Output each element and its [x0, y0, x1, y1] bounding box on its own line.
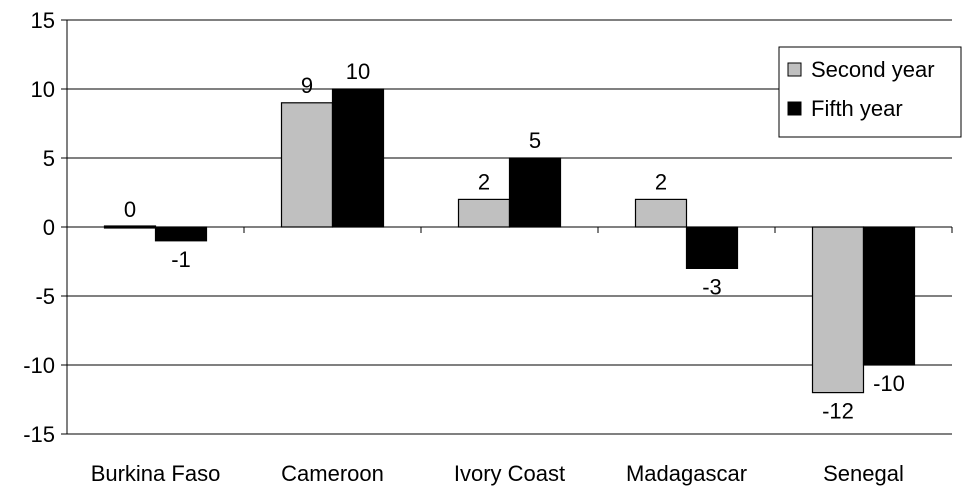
legend: Second year Fifth year	[778, 46, 962, 138]
bar-second-year	[811, 226, 865, 394]
bar-second-year	[634, 198, 688, 228]
y-tick-label: 10	[31, 77, 55, 102]
data-label: -12	[822, 399, 854, 424]
legend-swatch	[787, 62, 802, 77]
category-label: Senegal	[823, 461, 904, 486]
y-tick-label: 0	[43, 215, 55, 240]
x-axis	[66, 226, 953, 233]
y-tick-labels: 15 10 5 0 -5 -10 -15	[23, 8, 55, 447]
bar-second-year	[280, 102, 334, 228]
data-label: 10	[346, 59, 370, 84]
y-tick-label: -5	[35, 284, 55, 309]
data-label: -10	[873, 371, 905, 396]
bar-fifth-year	[685, 226, 739, 270]
legend-swatch	[787, 101, 802, 116]
bars	[103, 88, 916, 394]
bar-second-year	[457, 198, 511, 228]
y-tick-label: -15	[23, 422, 55, 447]
category-labels: Burkina Faso Cameroon Ivory Coast Madagasca…	[91, 461, 904, 486]
y-tick-label: 5	[43, 146, 55, 171]
category-label: Ivory Coast	[454, 461, 565, 486]
legend-label: Fifth year	[811, 96, 903, 121]
category-label: Burkina Faso	[91, 461, 221, 486]
y-axis	[61, 19, 68, 435]
data-label: 0	[124, 197, 136, 222]
y-tick-label: 15	[31, 8, 55, 33]
data-label: -1	[171, 247, 191, 272]
y-tick-label: -10	[23, 353, 55, 378]
data-label: 5	[529, 128, 541, 153]
category-label: Cameroon	[281, 461, 384, 486]
data-label: -3	[702, 274, 722, 299]
bar-fifth-year	[862, 226, 916, 366]
category-label: Madagascar	[626, 461, 747, 486]
legend-label: Second year	[811, 57, 935, 82]
legend-box	[778, 46, 962, 138]
data-label: 2	[478, 169, 490, 194]
data-label: 2	[655, 169, 667, 194]
data-label: 9	[301, 73, 313, 98]
bar-fifth-year	[508, 157, 562, 228]
data-labels: 0 -1 9 10 2 5 2 -3 -12 -10	[124, 59, 905, 424]
bar-fifth-year	[154, 226, 208, 242]
bar-fifth-year	[331, 88, 385, 228]
